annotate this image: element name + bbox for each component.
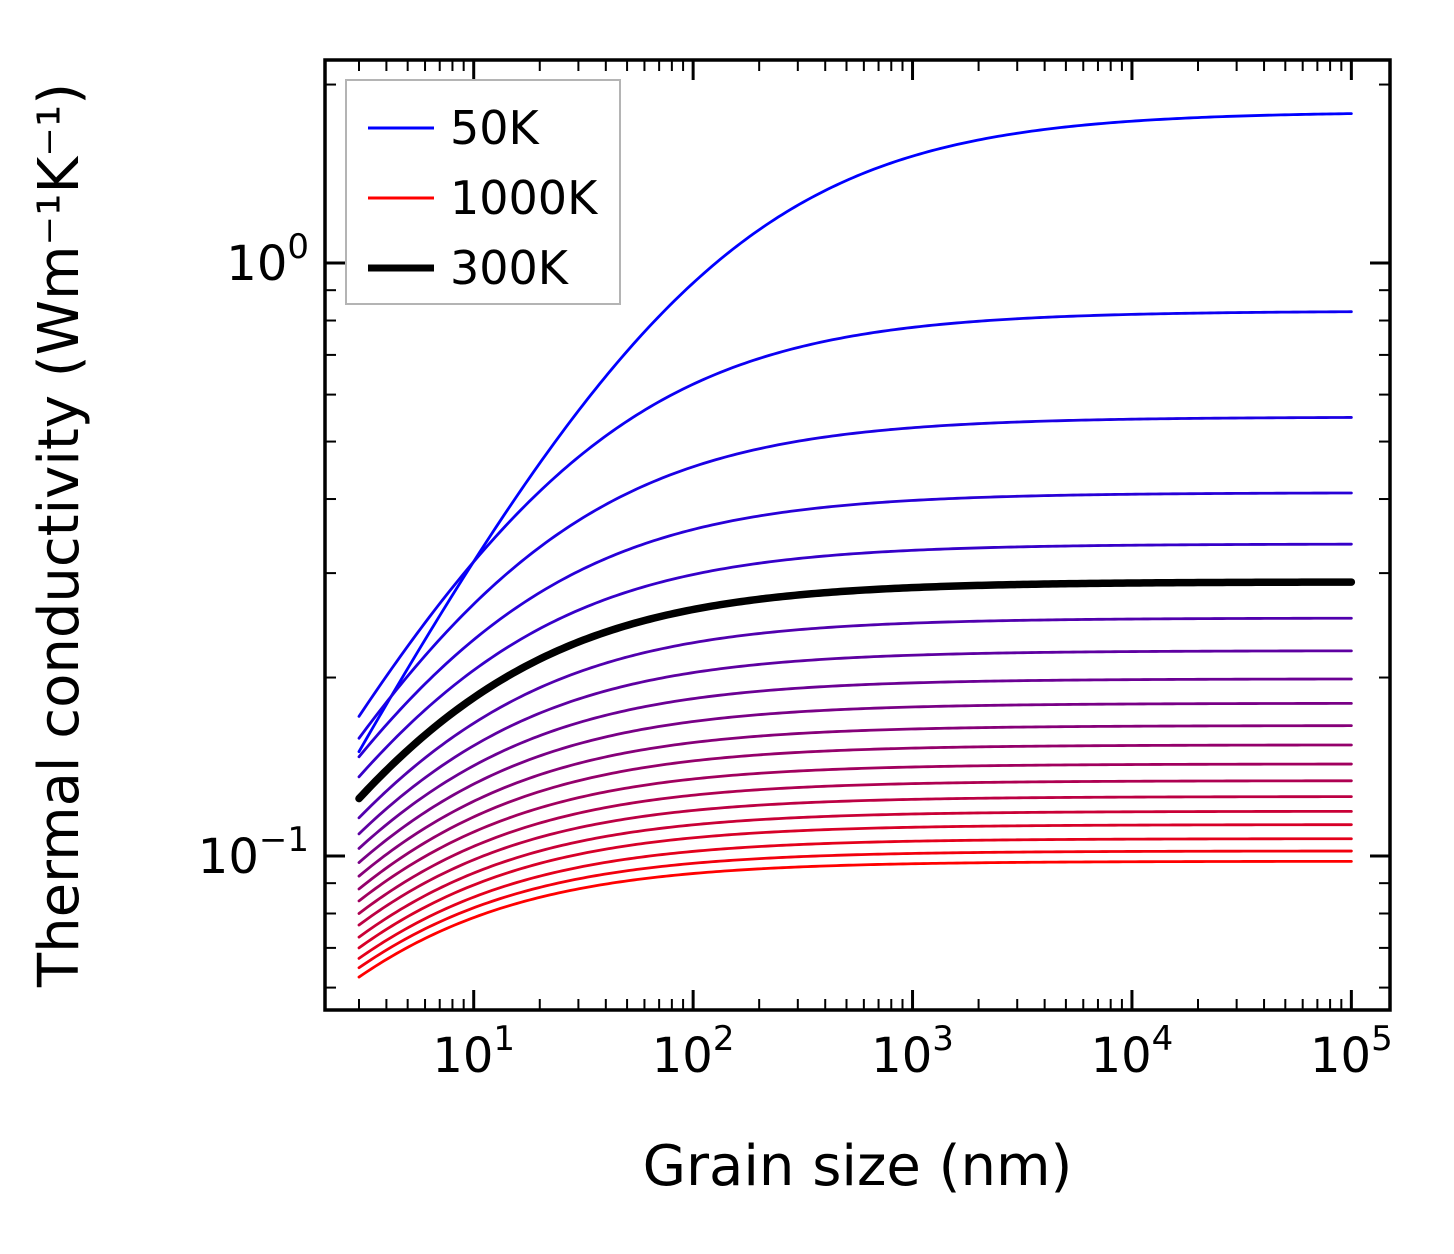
curve-550K xyxy=(357,724,1353,878)
tick-labels-group: 101 102 103 104 105 100 10−1 xyxy=(198,227,1393,1084)
ticks-group xyxy=(325,60,1390,1010)
curve-500K xyxy=(357,701,1353,864)
curve-50K xyxy=(357,112,1353,754)
y-tick-label: 100 xyxy=(226,227,309,292)
legend-label-50K: 50K xyxy=(450,101,541,155)
x-tick-label: 102 xyxy=(652,1019,735,1084)
curve-700K xyxy=(357,779,1353,915)
axes-frame xyxy=(323,58,1392,1012)
x-tick-label: 103 xyxy=(871,1019,954,1084)
curve-750K xyxy=(357,795,1353,927)
curves-group xyxy=(355,112,1356,979)
curve-200K xyxy=(357,491,1353,759)
legend-label-1000K: 1000K xyxy=(450,171,599,225)
legend-label-300K: 300K xyxy=(450,241,570,295)
y-tick-label: 10−1 xyxy=(198,820,309,885)
curve-950K xyxy=(357,849,1353,970)
curve-250K xyxy=(357,542,1353,779)
y-axis-label: Thermal conductivity (Wm⁻¹K⁻¹) xyxy=(27,83,92,988)
legend: 50K 1000K 300K xyxy=(345,79,621,305)
x-tick-label: 104 xyxy=(1091,1019,1174,1084)
curve-350K xyxy=(357,616,1353,820)
curve-600K xyxy=(357,743,1353,891)
curve-650K xyxy=(357,762,1353,903)
curve-800K xyxy=(357,809,1353,939)
curve-400K xyxy=(357,649,1353,836)
x-tick-label: 101 xyxy=(432,1019,515,1084)
x-axis-label: Grain size (nm) xyxy=(643,1134,1073,1199)
curve-900K xyxy=(357,837,1353,960)
curve-150K xyxy=(357,416,1353,740)
curve-450K xyxy=(357,677,1353,850)
x-tick-label: 105 xyxy=(1310,1019,1393,1084)
curve-100K xyxy=(357,310,1353,718)
curve-1000K xyxy=(357,859,1353,979)
curve-bold-300K xyxy=(355,578,1356,803)
curve-850K xyxy=(357,823,1353,950)
